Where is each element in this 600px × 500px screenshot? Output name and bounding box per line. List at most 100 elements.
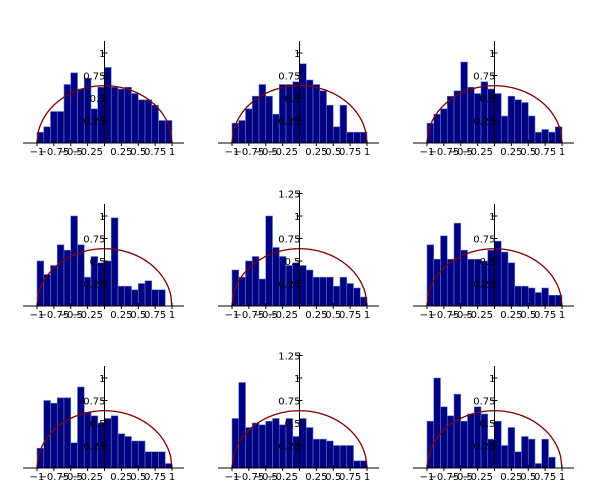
histogram-panel-7: −1−0.75−0.5−0.25 0.250.50.75 10.250.50.751: [23, 366, 184, 483]
x-tick-label: −0.5: [59, 310, 83, 321]
y-tick-label: 1: [99, 212, 105, 223]
histogram-bar: [332, 285, 341, 307]
histogram-bar: [312, 84, 321, 144]
y-tick-label: 0.25: [473, 280, 495, 291]
histogram-bar: [521, 285, 529, 307]
histogram-bar: [500, 115, 509, 144]
y-tick-label: 0.25: [473, 117, 495, 128]
x-tick-label: 0.5: [130, 310, 146, 321]
x-tick-label: 0.75: [144, 310, 166, 321]
histogram-bar: [460, 420, 468, 469]
histogram-bar: [527, 115, 536, 144]
histogram-bar: [332, 126, 341, 144]
y-tick-label: 0.5: [90, 257, 106, 268]
histogram-bar: [305, 427, 314, 469]
histogram-bar: [144, 451, 153, 469]
histogram-bar: [258, 278, 267, 307]
y-tick-label: 1: [489, 374, 495, 385]
y-tick-label: 0.75: [473, 235, 495, 246]
y-tick-label: 0.25: [473, 442, 495, 453]
y-tick-label: 0.5: [480, 257, 496, 268]
x-tick-label: −0.75: [234, 472, 265, 483]
histogram-bar: [534, 292, 543, 307]
x-tick-label: −0.25: [72, 147, 103, 158]
y-tick-label: 1: [294, 49, 300, 60]
x-tick-label: 0.25: [500, 310, 522, 321]
histogram-bar: [124, 436, 132, 469]
histogram-bar: [514, 451, 522, 469]
x-tick-label: 0.5: [130, 472, 146, 483]
y-tick-label: 0.5: [90, 94, 106, 105]
x-tick-label: −0.25: [267, 310, 298, 321]
x-tick-label: −0.75: [39, 472, 70, 483]
histogram-bar: [43, 126, 51, 144]
y-tick-label: 1: [99, 374, 105, 385]
histogram-bar: [238, 382, 246, 469]
histogram-bar: [131, 440, 139, 469]
y-tick-label: 0.5: [285, 94, 301, 105]
histogram-bar: [265, 95, 273, 144]
x-tick-label: 1: [169, 472, 175, 483]
histogram-bar: [507, 262, 516, 307]
histogram-bar: [433, 113, 441, 144]
histogram-panel-6: −1−0.75−0.5−0.25 0.250.50.75 10.250.50.751: [413, 204, 574, 321]
x-tick-label: 0.75: [534, 472, 556, 483]
histogram-bar: [541, 438, 549, 469]
histogram-bar: [514, 285, 522, 307]
x-tick-label: 0.5: [520, 147, 536, 158]
x-tick-label: 0.25: [500, 472, 522, 483]
histogram-bar: [353, 131, 361, 144]
y-tick-label: 0.25: [83, 117, 105, 128]
histogram-bar: [326, 276, 334, 307]
histogram-bar: [440, 108, 448, 144]
x-tick-label: 1: [559, 147, 565, 158]
x-tick-label: −1: [420, 147, 435, 158]
x-tick-label: −0.75: [39, 147, 70, 158]
x-tick-label: 1: [364, 472, 370, 483]
x-tick-label: −0.25: [72, 310, 103, 321]
histogram-bar: [137, 99, 146, 144]
histogram-bar: [151, 104, 159, 144]
histogram-bar: [299, 418, 307, 469]
x-tick-label: −0.75: [39, 310, 70, 321]
histogram-bar: [346, 445, 354, 469]
histogram-bar: [339, 104, 348, 144]
histogram-bar: [158, 120, 166, 144]
x-tick-label: 0.75: [534, 310, 556, 321]
y-tick-label: 1: [489, 212, 495, 223]
histogram-bar: [433, 377, 441, 469]
histogram-bar: [467, 86, 475, 144]
histogram-bar: [494, 93, 502, 144]
y-tick-label: 1.25: [278, 352, 300, 363]
histogram-bar: [527, 438, 536, 469]
histogram-panel-2: −1−0.75−0.5−0.25 0.250.50.75 10.250.50.751: [218, 41, 379, 158]
y-tick-label: 1: [294, 212, 300, 223]
histogram-panel-5: −1−0.75−0.5−0.25 0.250.50.75 10.250.50.751…: [218, 190, 379, 321]
y-tick-label: 1: [99, 49, 105, 60]
histogram-bar: [305, 79, 314, 144]
histogram-bar: [110, 415, 119, 469]
histogram-panel-3: −1−0.75−0.5−0.25 0.250.50.75 10.250.50.751: [413, 41, 574, 158]
x-tick-label: 0.25: [500, 147, 522, 158]
y-tick-label: 0.75: [473, 397, 495, 408]
histogram-bar: [453, 90, 462, 144]
histogram-bar: [137, 283, 146, 307]
histogram-bar: [332, 445, 341, 469]
x-tick-label: −0.75: [429, 310, 460, 321]
x-tick-label: −0.5: [254, 472, 278, 483]
y-tick-label: 0.75: [278, 72, 300, 83]
histogram-bar: [353, 287, 361, 307]
histogram-bar: [460, 249, 468, 307]
x-tick-label: −0.75: [429, 472, 460, 483]
x-tick-label: 0.75: [339, 472, 361, 483]
x-tick-label: 0.25: [110, 310, 132, 321]
x-tick-label: −0.25: [462, 310, 493, 321]
histogram-bar: [527, 287, 536, 307]
histogram-bar: [446, 258, 455, 307]
x-tick-label: −0.5: [449, 310, 473, 321]
histogram-bar: [70, 215, 78, 307]
histogram-bar: [251, 422, 260, 469]
histogram-bar: [299, 265, 307, 307]
x-tick-label: −0.5: [254, 310, 278, 321]
histogram-panel-4: −1−0.75−0.5−0.25 0.250.50.75 10.250.50.751: [23, 204, 184, 321]
